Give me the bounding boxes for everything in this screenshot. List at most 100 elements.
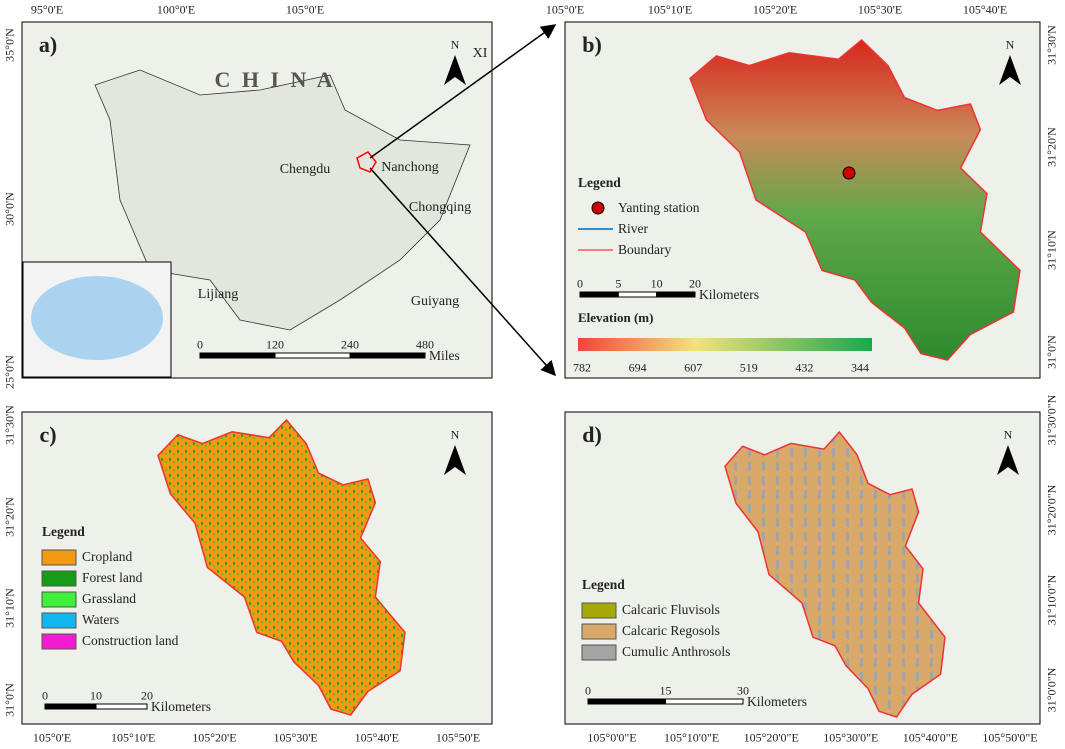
legend-swatch xyxy=(41,633,77,650)
study-area xyxy=(356,151,377,173)
place-label: Chongqing xyxy=(408,200,472,215)
coord-label: 105°0'E xyxy=(32,730,72,745)
north-label: N xyxy=(1005,37,1015,52)
scale-bar xyxy=(665,698,744,705)
legend-item: Yanting station xyxy=(618,200,700,215)
legend-item: Construction land xyxy=(82,633,179,648)
scale-label: 30 xyxy=(737,683,749,698)
north-label: N xyxy=(450,427,460,442)
panel-label: b) xyxy=(582,32,602,57)
scale-unit: Miles xyxy=(429,348,460,363)
north-arrow xyxy=(999,55,1021,85)
coord-label: 105°30'E xyxy=(273,730,318,745)
scale-bar xyxy=(656,291,696,298)
station-symbol xyxy=(591,201,605,215)
elevation-title: Elevation (m) xyxy=(578,310,654,325)
coord-label: 105°40'E xyxy=(962,2,1008,17)
panel-label: c) xyxy=(39,422,57,447)
legend-title: Legend xyxy=(578,175,621,190)
legend-item: Forest land xyxy=(82,570,143,585)
coord-label: 105°0'0"E xyxy=(587,730,637,745)
elevation-bar xyxy=(578,338,872,351)
coord-label: 105°30'0"E xyxy=(823,730,879,745)
scale-bar xyxy=(349,352,426,359)
coord-label: 782 xyxy=(573,360,591,375)
watershed xyxy=(157,418,406,716)
legend-item: Waters xyxy=(82,612,120,627)
scale-bar xyxy=(274,352,351,359)
scale-unit: Kilometers xyxy=(699,287,759,302)
coord-label: 31°30'N xyxy=(1044,25,1059,65)
scale-bar xyxy=(587,698,666,705)
legend-swatch xyxy=(41,549,77,566)
place-label: Chengdu xyxy=(279,162,331,177)
scale-label: 15 xyxy=(659,683,672,698)
coord-label: 31°20'N xyxy=(1044,127,1059,168)
coord-label: 31°0'N xyxy=(2,683,17,717)
coord-label: 105°10'E xyxy=(647,2,693,17)
scale-label: 20 xyxy=(689,276,701,291)
coord-label: 31°20'N xyxy=(2,496,17,537)
panel-label: d) xyxy=(582,422,602,447)
scale-label: 10 xyxy=(650,276,663,291)
legend-swatch xyxy=(581,644,617,661)
north-label: N xyxy=(450,37,460,52)
legend-swatch xyxy=(41,612,77,629)
coord-label: 35°0'N xyxy=(2,28,17,62)
legend-item: Boundary xyxy=(618,242,672,257)
scale-label: 5 xyxy=(615,276,622,291)
scale-unit: Kilometers xyxy=(747,694,807,709)
coord-label: 105°10'0"E xyxy=(663,730,720,745)
coord-label: 344 xyxy=(851,360,869,375)
scale-label: 10 xyxy=(90,688,102,703)
country-label: C H I N A xyxy=(214,67,336,92)
legend-item: Calcaric Fluvisols xyxy=(622,602,720,617)
place-label: XI xyxy=(472,46,488,61)
panel-label: a) xyxy=(38,32,58,57)
watershed xyxy=(724,430,946,718)
north-arrow xyxy=(997,445,1019,475)
north-arrow xyxy=(444,445,466,475)
legend-item: Calcaric Regosols xyxy=(622,623,720,638)
arrow xyxy=(369,24,557,159)
legend-swatch xyxy=(41,591,77,608)
coord-label: 432 xyxy=(795,360,814,375)
legend-item: Grassland xyxy=(82,591,136,606)
coord-label: 105°20'E xyxy=(192,730,237,745)
coord-label: 31°0'N xyxy=(1044,335,1059,369)
coord-label: 519 xyxy=(739,360,758,375)
globe xyxy=(31,276,163,360)
legend-item: Cropland xyxy=(82,549,133,564)
legend-item: River xyxy=(618,221,648,236)
scale-label: 480 xyxy=(416,337,434,352)
legend-swatch xyxy=(581,623,617,640)
arrow xyxy=(369,167,556,377)
scale-bar xyxy=(44,703,97,710)
sichuan-outline xyxy=(94,69,471,331)
scale-label: 0 xyxy=(585,683,591,698)
coord-label: 105°20'0"E xyxy=(743,730,799,745)
coord-label: 607 xyxy=(684,360,703,375)
coord-label: 105°50'E xyxy=(435,730,481,745)
scale-bar xyxy=(95,703,148,710)
coord-label: 30°0'N xyxy=(2,191,17,226)
scale-label: 0 xyxy=(42,688,48,703)
legend-title: Legend xyxy=(42,524,85,539)
legend-title: Legend xyxy=(582,577,625,592)
watershed xyxy=(689,38,1021,361)
north-arrow xyxy=(444,55,466,85)
north-label: N xyxy=(1003,427,1013,442)
coord-label: 25°0'N xyxy=(2,355,17,389)
coord-label: 31°10'0"N xyxy=(1044,574,1059,626)
coord-label: 694 xyxy=(628,360,647,375)
scale-label: 0 xyxy=(577,276,583,291)
scale-label: 20 xyxy=(141,688,153,703)
coord-label: 31°0'0"N xyxy=(1044,667,1059,713)
place-label: Lijiang xyxy=(197,287,239,302)
coord-label: 105°40'E xyxy=(354,730,399,745)
scale-label: 0 xyxy=(197,337,203,352)
coord-label: 31°10'N xyxy=(1044,229,1059,270)
coord-label: 95°0'E xyxy=(30,2,64,17)
